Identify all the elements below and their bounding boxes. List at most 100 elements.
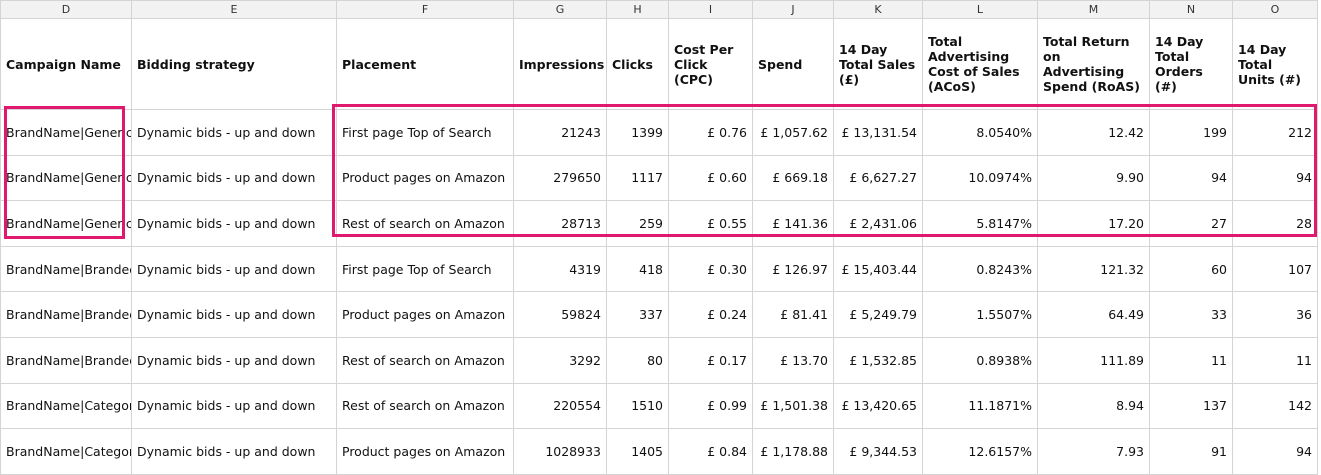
cell: 107 [1232,245,1318,293]
cell: £ 13,420.65 [833,382,923,430]
column-letter: F [336,0,514,19]
column-letter: D [0,0,132,19]
cell: Rest of search on Amazon [336,382,514,430]
cell: 12.42 [1037,109,1150,156]
cell: Dynamic bids - up and down [131,428,337,475]
column-header: Total Return on Advertising Spend (RoAS) [1037,18,1150,110]
column-header: Campaign Name [0,18,132,110]
cell: £ 1,178.88 [752,428,834,475]
column-header: 14 Day Total Orders (#) [1149,18,1233,110]
cell: 94 [1232,154,1318,202]
cell: £ 6,627.27 [833,154,923,202]
cell: 3292 [513,336,607,384]
cell: 5.8147% [922,200,1038,247]
cell: £ 1,057.62 [752,109,834,156]
cell: 36 [1232,291,1318,338]
data-row: BrandName|Generic Dynamic bids - up and d… [0,109,1318,156]
cell: Product pages on Amazon [336,428,514,475]
cell: BrandName|Branded [0,245,132,293]
data-row: BrandName|Category Dynamic bids - up and … [0,382,1318,430]
column-letter: O [1232,0,1318,19]
cell: £ 9,344.53 [833,428,923,475]
column-letter: E [131,0,337,19]
cell: 60 [1149,245,1233,293]
column-header: Impressions [513,18,607,110]
cell: 337 [606,291,669,338]
column-letter: I [668,0,753,19]
cell: 91 [1149,428,1233,475]
cell: BrandName|Category [0,382,132,430]
cell: £ 13,131.54 [833,109,923,156]
cell: £ 13.70 [752,336,834,384]
column-header: Bidding strategy [131,18,337,110]
cell: 8.94 [1037,382,1150,430]
cell: BrandName|Category [0,428,132,475]
cell: 8.0540% [922,109,1038,156]
cell: £ 0.55 [668,200,753,247]
cell: Dynamic bids - up and down [131,336,337,384]
cell: BrandName|Branded [0,291,132,338]
cell: 59824 [513,291,607,338]
cell: 28 [1232,200,1318,247]
column-letter: L [922,0,1038,19]
cell: Dynamic bids - up and down [131,154,337,202]
column-letter: G [513,0,607,19]
cell: 137 [1149,382,1233,430]
cell: £ 1,532.85 [833,336,923,384]
cell: 21243 [513,109,607,156]
cell: 7.93 [1037,428,1150,475]
cell: 212 [1232,109,1318,156]
column-header: 14 Day Total Units (#) [1232,18,1318,110]
column-letter: N [1149,0,1233,19]
header-row: Campaign Name Bidding strategy Placement Im… [0,18,1318,110]
cell: First page Top of Search [336,245,514,293]
highlight-box [4,106,125,239]
cell: 1.5507% [922,291,1038,338]
cell: BrandName|Generic [0,109,132,156]
cell: 0.8938% [922,336,1038,384]
cell: £ 15,403.44 [833,245,923,293]
cell: 11 [1232,336,1318,384]
cell: 11 [1149,336,1233,384]
cell: 111.89 [1037,336,1150,384]
cell: Dynamic bids - up and down [131,291,337,338]
data-row: BrandName|Branded Dynamic bids - up and d… [0,336,1318,384]
cell: £ 0.30 [668,245,753,293]
cell: £ 81.41 [752,291,834,338]
cell: 0.8243% [922,245,1038,293]
cell: 279650 [513,154,607,202]
cell: 80 [606,336,669,384]
cell: Dynamic bids - up and down [131,109,337,156]
data-row: BrandName|Generic Dynamic bids - up and d… [0,200,1318,247]
cell: Dynamic bids - up and down [131,245,337,293]
cell: Product pages on Amazon [336,154,514,202]
data-row: BrandName|Generic Dynamic bids - up and d… [0,154,1318,202]
cell: 1028933 [513,428,607,475]
column-letter: M [1037,0,1150,19]
cell: 28713 [513,200,607,247]
cell: Rest of search on Amazon [336,200,514,247]
column-header: 14 Day Total Sales (£) [833,18,923,110]
column-header: Placement [336,18,514,110]
cell: Dynamic bids - up and down [131,382,337,430]
column-letter: H [606,0,669,19]
column-header: Spend [752,18,834,110]
cell: 220554 [513,382,607,430]
cell: BrandName|Branded [0,336,132,384]
cell: Rest of search on Amazon [336,336,514,384]
cell: Product pages on Amazon [336,291,514,338]
cell: 142 [1232,382,1318,430]
cell: £ 0.24 [668,291,753,338]
cell: 199 [1149,109,1233,156]
column-header: Total Advertising Cost of Sales (ACoS) [922,18,1038,110]
column-letter: J [752,0,834,19]
cell: £ 1,501.38 [752,382,834,430]
data-row: BrandName|Branded Dynamic bids - up and d… [0,291,1318,338]
highlight-box [332,104,1317,237]
cell: 64.49 [1037,291,1150,338]
cell: £ 0.84 [668,428,753,475]
cell: 33 [1149,291,1233,338]
data-row: BrandName|Branded Dynamic bids - up and d… [0,245,1318,293]
